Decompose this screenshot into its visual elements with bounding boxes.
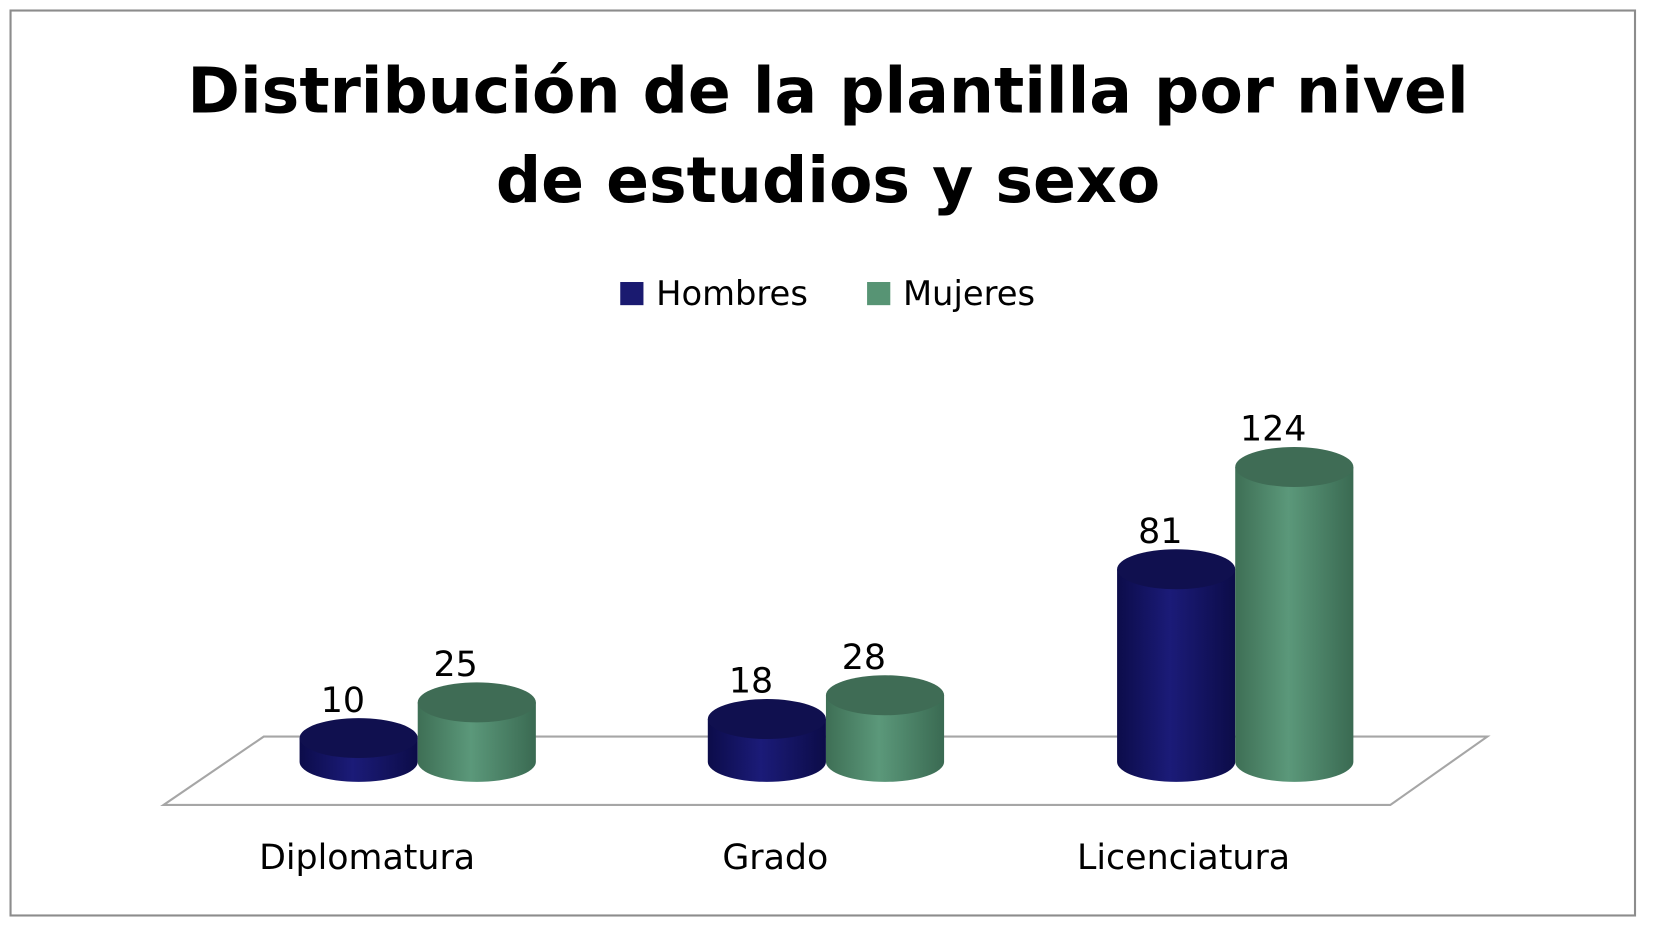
category-label-diplomatura: Diplomatura xyxy=(259,838,475,878)
bar-mujeres-diplomatura xyxy=(417,682,536,782)
chart-title-line-1: Distribución de la plantilla por nivel xyxy=(187,54,1468,128)
chart-title-line-2: de estudios y sexo xyxy=(496,143,1160,217)
data-label-hombres-licenciatura: 81 xyxy=(1138,512,1182,552)
bar-body-mujeres-licenciatura xyxy=(1235,466,1354,782)
data-label-mujeres-diplomatura: 25 xyxy=(434,645,478,685)
data-label-mujeres-licenciatura: 124 xyxy=(1240,410,1306,450)
category-label-licenciatura: Licenciatura xyxy=(1077,838,1290,878)
chart-floor xyxy=(160,735,1491,807)
bar-top-mujeres-licenciatura xyxy=(1235,446,1354,487)
bar-body-mujeres-diplomatura xyxy=(417,702,536,782)
bar-mujeres-grado xyxy=(825,675,945,782)
bar-hombres-grado xyxy=(707,699,826,782)
bar-top-hombres-licenciatura xyxy=(1117,549,1236,590)
legend-label-mujeres: Mujeres xyxy=(903,274,1035,313)
legend-swatch-hombres xyxy=(620,282,644,306)
bar-body-mujeres-grado xyxy=(825,695,945,782)
data-label-mujeres-grado: 28 xyxy=(842,638,886,678)
bar-mujeres-licenciatura xyxy=(1235,446,1354,782)
data-label-hombres-diplomatura: 10 xyxy=(321,681,365,721)
bar-top-hombres-grado xyxy=(707,699,826,740)
bar-hombres-diplomatura xyxy=(299,718,418,782)
category-label-grado: Grado xyxy=(722,838,828,878)
bar-top-hombres-diplomatura xyxy=(299,718,418,759)
data-label-hombres-grado: 18 xyxy=(729,662,773,702)
legend: Hombres Mujeres xyxy=(620,274,1035,313)
bar-hombres-licenciatura xyxy=(1117,549,1236,782)
legend-label-hombres: Hombres xyxy=(656,274,808,313)
legend-swatch-mujeres xyxy=(867,282,891,306)
bars: 10 25 18 28 81 124 xyxy=(299,410,1354,782)
bar-top-mujeres-diplomatura xyxy=(417,682,536,723)
bar-top-mujeres-grado xyxy=(825,675,945,716)
bar-body-hombres-licenciatura xyxy=(1117,569,1236,782)
